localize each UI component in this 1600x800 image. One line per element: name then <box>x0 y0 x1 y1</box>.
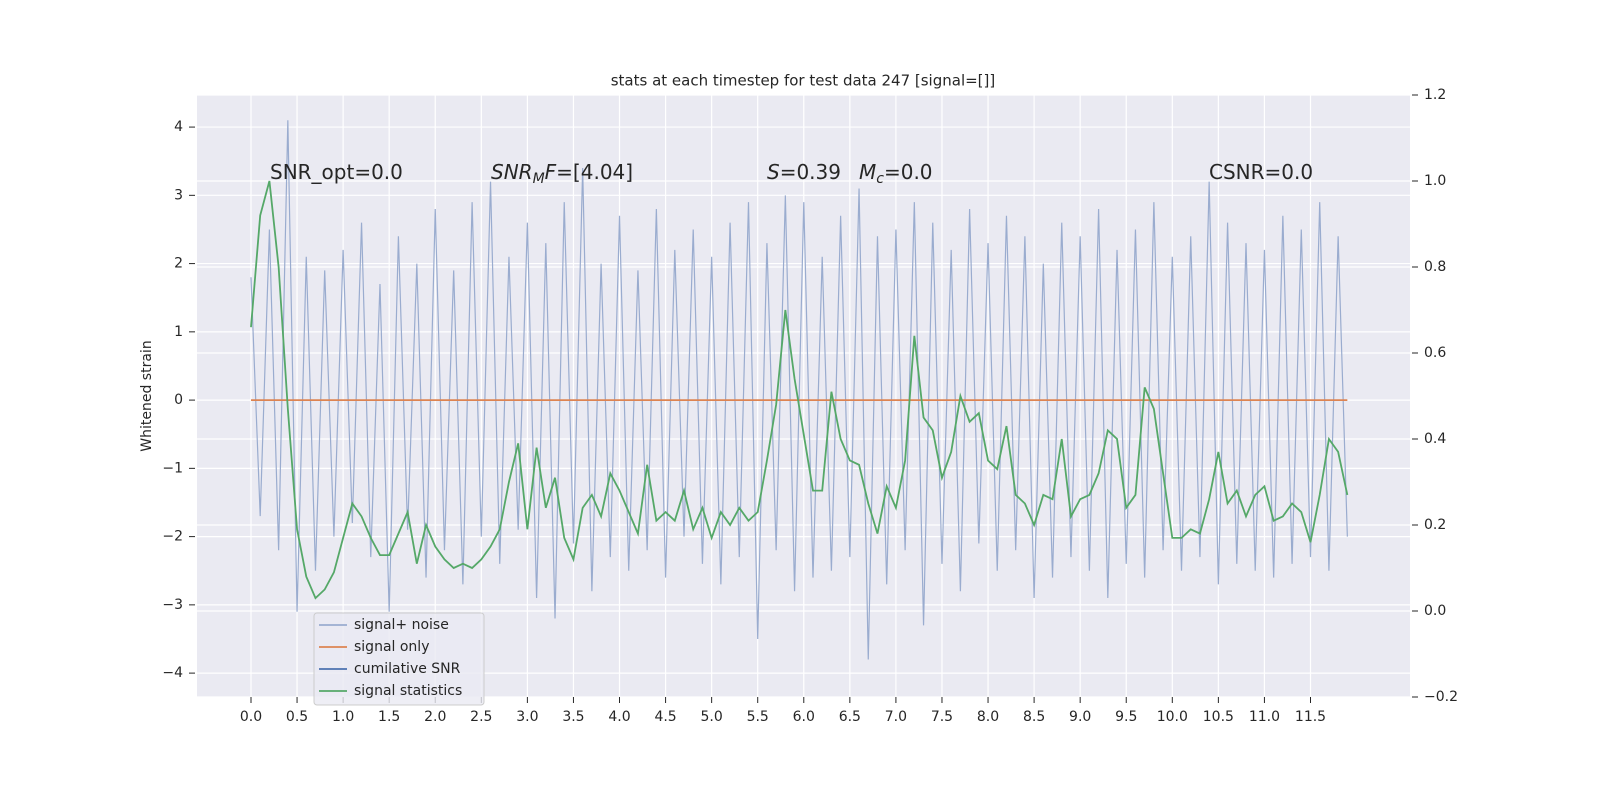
x-tick-label: 6.0 <box>793 709 815 725</box>
y-tick-label: 3 <box>174 187 183 203</box>
annotation: CSNR=0.0 <box>1209 160 1313 184</box>
annotation-part: =[4.04] <box>556 160 633 184</box>
annotation: S=0.39 <box>767 160 841 184</box>
x-tick-label: 4.0 <box>608 709 630 725</box>
x-tick-label: 5.0 <box>701 709 723 725</box>
annotation-part: M <box>859 160 876 184</box>
annotation-part: F <box>545 160 557 184</box>
x-tick-label: 0.0 <box>240 709 262 725</box>
annotation-part: SNR <box>491 160 533 184</box>
x-tick-label: 9.0 <box>1069 709 1091 725</box>
y2-tick-label: 1.0 <box>1424 173 1446 189</box>
legend: signal+ noise signal only cumilative SNR si… <box>313 612 485 706</box>
annotation-part: M <box>533 171 545 187</box>
y-tick-label: −1 <box>162 460 183 476</box>
annotation-part: =0.0 <box>884 160 933 184</box>
grid <box>197 94 1410 698</box>
y-tick-label: 0 <box>174 392 183 408</box>
annotation-part: SNR_opt=0.0 <box>270 160 403 184</box>
y-tick-label: 4 <box>174 119 183 135</box>
y2-tick-label: 0.0 <box>1424 603 1446 619</box>
x-tick-label: 7.0 <box>885 709 907 725</box>
annotation: Mc=0.0 <box>859 160 933 188</box>
y-tick-label: 2 <box>174 256 183 272</box>
y-tick-label: −3 <box>162 597 183 613</box>
x-tick-label: 9.5 <box>1115 709 1137 725</box>
y2-tick-label: 1.2 <box>1424 87 1446 103</box>
x-tick-label: 2.5 <box>470 709 492 725</box>
x-tick-label: 8.0 <box>977 709 999 725</box>
plot <box>250 120 1349 660</box>
x-tick-label: 6.5 <box>839 709 861 725</box>
y-tick-label: −2 <box>162 529 183 545</box>
x-tick-label: 1.5 <box>378 709 400 725</box>
x-tick-label: 8.5 <box>1023 709 1045 725</box>
annotation: SNR_opt=0.0 <box>270 160 403 184</box>
x-tick-label: 3.0 <box>516 709 538 725</box>
legend-label: cumilative SNR <box>354 661 461 677</box>
y2-tick-label: 0.6 <box>1424 345 1446 361</box>
annotation-part: c <box>876 171 884 187</box>
y2-tick-label: 0.2 <box>1424 517 1446 533</box>
x-tick-label: 3.5 <box>562 709 584 725</box>
axes: 0.0 0.5 1.0 1.5 2.0 2.5 3.0 3.5 4.0 4.5 5.0 5.5 6.0 6… <box>162 87 1458 725</box>
annotation-part: S <box>767 160 780 184</box>
y-tick-label: −4 <box>162 665 183 681</box>
legend-label: signal only <box>354 639 429 655</box>
x-tick-label: 4.5 <box>654 709 676 725</box>
series-line <box>250 180 1349 600</box>
annotation-part: =0.39 <box>780 160 841 184</box>
x-tick-label: 2.0 <box>424 709 446 725</box>
x-tick-label: 10.5 <box>1203 709 1234 725</box>
series-line <box>250 120 1348 660</box>
x-tick-label: 10.0 <box>1157 709 1188 725</box>
x-tick-label: 5.5 <box>747 709 769 725</box>
chart-title: stats at each timestep for test data 247… <box>611 72 996 90</box>
x-tick-label: 11.0 <box>1249 709 1280 725</box>
annotation-part: CSNR=0.0 <box>1209 160 1313 184</box>
legend-label: signal+ noise <box>354 617 449 633</box>
x-tick-label: 7.5 <box>931 709 953 725</box>
y2-tick-label: −0.2 <box>1424 689 1458 705</box>
x-tick-label: 1.0 <box>332 709 354 725</box>
legend-box <box>313 612 485 706</box>
y2-tick-label: 0.8 <box>1424 259 1446 275</box>
y-axis-label: Whitened strain <box>139 340 155 451</box>
legend-label: signal statistics <box>354 683 462 699</box>
x-tick-label: 11.5 <box>1295 709 1326 725</box>
x-tick-label: 0.5 <box>286 709 308 725</box>
annotation: SNRMF=[4.04] <box>491 160 633 188</box>
y-tick-label: 1 <box>174 324 183 340</box>
y2-tick-label: 0.4 <box>1424 431 1446 447</box>
